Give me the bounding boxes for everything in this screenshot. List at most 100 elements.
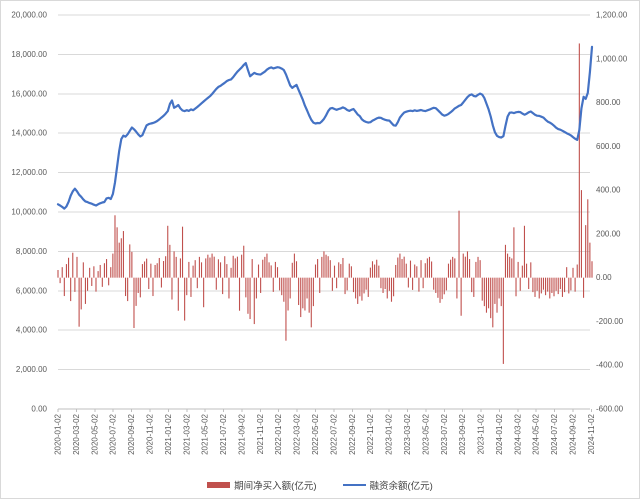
net-buy-bar [443, 277, 445, 295]
net-buy-bar [333, 265, 336, 278]
net-buy-bar [108, 277, 110, 286]
net-buy-bar [397, 257, 399, 278]
net-buy-bar [255, 277, 257, 299]
net-buy-bar [241, 254, 243, 278]
legend-item-net-buy: 期间净买入额(亿元) [207, 478, 317, 492]
net-buy-bar [173, 251, 175, 278]
net-buy-bar [184, 277, 186, 321]
net-buy-bar [559, 277, 561, 290]
net-buy-bar [285, 277, 287, 341]
net-buy-bar [76, 256, 78, 278]
left-axis-tick-label: 18,000.00 [11, 50, 47, 59]
net-buy-bar [492, 277, 494, 328]
net-buy-bar [171, 277, 173, 300]
net-buy-bar [91, 277, 93, 286]
net-buy-bar [538, 277, 540, 299]
net-buy-bar [576, 264, 578, 278]
net-buy-bar [186, 277, 188, 296]
net-buy-bar [63, 277, 65, 297]
net-buy-bar [215, 277, 217, 290]
x-axis-tick-label: 2022-11-02 [366, 413, 375, 454]
net-buy-bar [509, 256, 511, 278]
net-buy-bar [266, 253, 268, 278]
x-axis-tick-label: 2022-01-02 [274, 413, 283, 454]
x-axis-tick-label: 2022-07-02 [329, 413, 338, 454]
net-buy-bar [194, 260, 196, 278]
net-buy-bar [578, 43, 580, 278]
net-buy-bar [488, 277, 490, 309]
net-buy-bar [264, 256, 266, 278]
net-buy-bar [517, 261, 519, 278]
net-buy-bar [542, 277, 545, 290]
net-buy-bar [458, 210, 460, 278]
net-buy-bar [450, 259, 452, 278]
net-buy-bar [312, 277, 314, 307]
x-axis-tick-label: 2024-05-02 [532, 413, 541, 454]
net-buy-bar [137, 277, 139, 293]
legend-label-net-buy: 期间净买入额(亿元) [234, 481, 317, 492]
net-buy-bar [283, 277, 285, 302]
net-buy-bar [59, 277, 61, 284]
net-buy-bar [390, 277, 393, 302]
net-buy-bar [447, 263, 450, 278]
net-buy-bar [460, 277, 462, 316]
bar-series-swatch-icon [207, 482, 231, 488]
net-buy-bar [230, 267, 232, 278]
net-buy-bar [325, 254, 327, 278]
right-axis-tick-label: 0.00 [596, 273, 612, 282]
net-buy-bar [424, 263, 426, 278]
net-buy-bar [420, 260, 422, 278]
net-buy-bar [234, 258, 236, 278]
net-buy-bar [200, 262, 203, 278]
net-buy-bar [346, 277, 348, 291]
net-buy-bar [521, 265, 523, 278]
net-buy-bar [445, 277, 447, 291]
net-buy-bar [376, 259, 378, 278]
x-axis-tick-label: 2021-01-02 [164, 413, 173, 454]
left-axis-tick-label: 20,000.00 [11, 11, 47, 20]
net-buy-bar [188, 261, 190, 278]
net-buy-bar [274, 261, 276, 278]
net-buy-bar [289, 277, 291, 299]
net-buy-bar [380, 277, 382, 289]
net-buy-bar [475, 261, 477, 278]
net-buy-bar [585, 225, 587, 278]
net-buy-bar [139, 277, 141, 298]
net-buy-bar [192, 265, 194, 278]
net-buy-bar [226, 264, 228, 278]
right-axis-tick-label: 1,000.00 [596, 54, 628, 63]
net-buy-bar [257, 264, 260, 278]
x-axis-tick-label: 2023-05-02 [421, 413, 430, 454]
net-buy-bar [135, 277, 137, 306]
net-buy-bar [547, 277, 549, 292]
net-buy-bar [110, 267, 112, 278]
net-buy-bar [393, 277, 395, 297]
net-buy-bar [101, 277, 103, 287]
net-buy-bar [262, 259, 264, 278]
net-buy-bar [471, 277, 473, 293]
left-axis-tick-label: 14,000.00 [11, 129, 47, 138]
net-buy-bar [72, 252, 74, 278]
net-buy-bar [494, 277, 496, 304]
net-buy-bar [357, 277, 359, 304]
net-buy-bar [340, 264, 342, 278]
net-buy-bar [70, 277, 72, 302]
net-buy-bar [238, 277, 241, 311]
net-buy-bar [302, 277, 304, 309]
left-axis-tick-label: 6,000.00 [16, 286, 48, 295]
net-buy-bar [587, 199, 589, 278]
net-buy-bar [344, 277, 346, 295]
left-axis-tick-label: 8,000.00 [16, 247, 48, 256]
x-axis-tick-label: 2021-05-02 [201, 413, 210, 454]
net-buy-bar [165, 256, 167, 278]
net-buy-bar [426, 258, 428, 278]
net-buy-bar [314, 264, 317, 278]
net-buy-bar [428, 256, 431, 278]
net-buy-bar [507, 253, 509, 278]
net-buy-bar [336, 277, 338, 289]
x-axis-tick-label: 2020-07-02 [109, 413, 118, 454]
net-buy-bar [327, 256, 329, 278]
net-buy-bar [228, 277, 230, 299]
net-buy-bar [464, 256, 466, 278]
net-buy-bar [253, 277, 255, 325]
